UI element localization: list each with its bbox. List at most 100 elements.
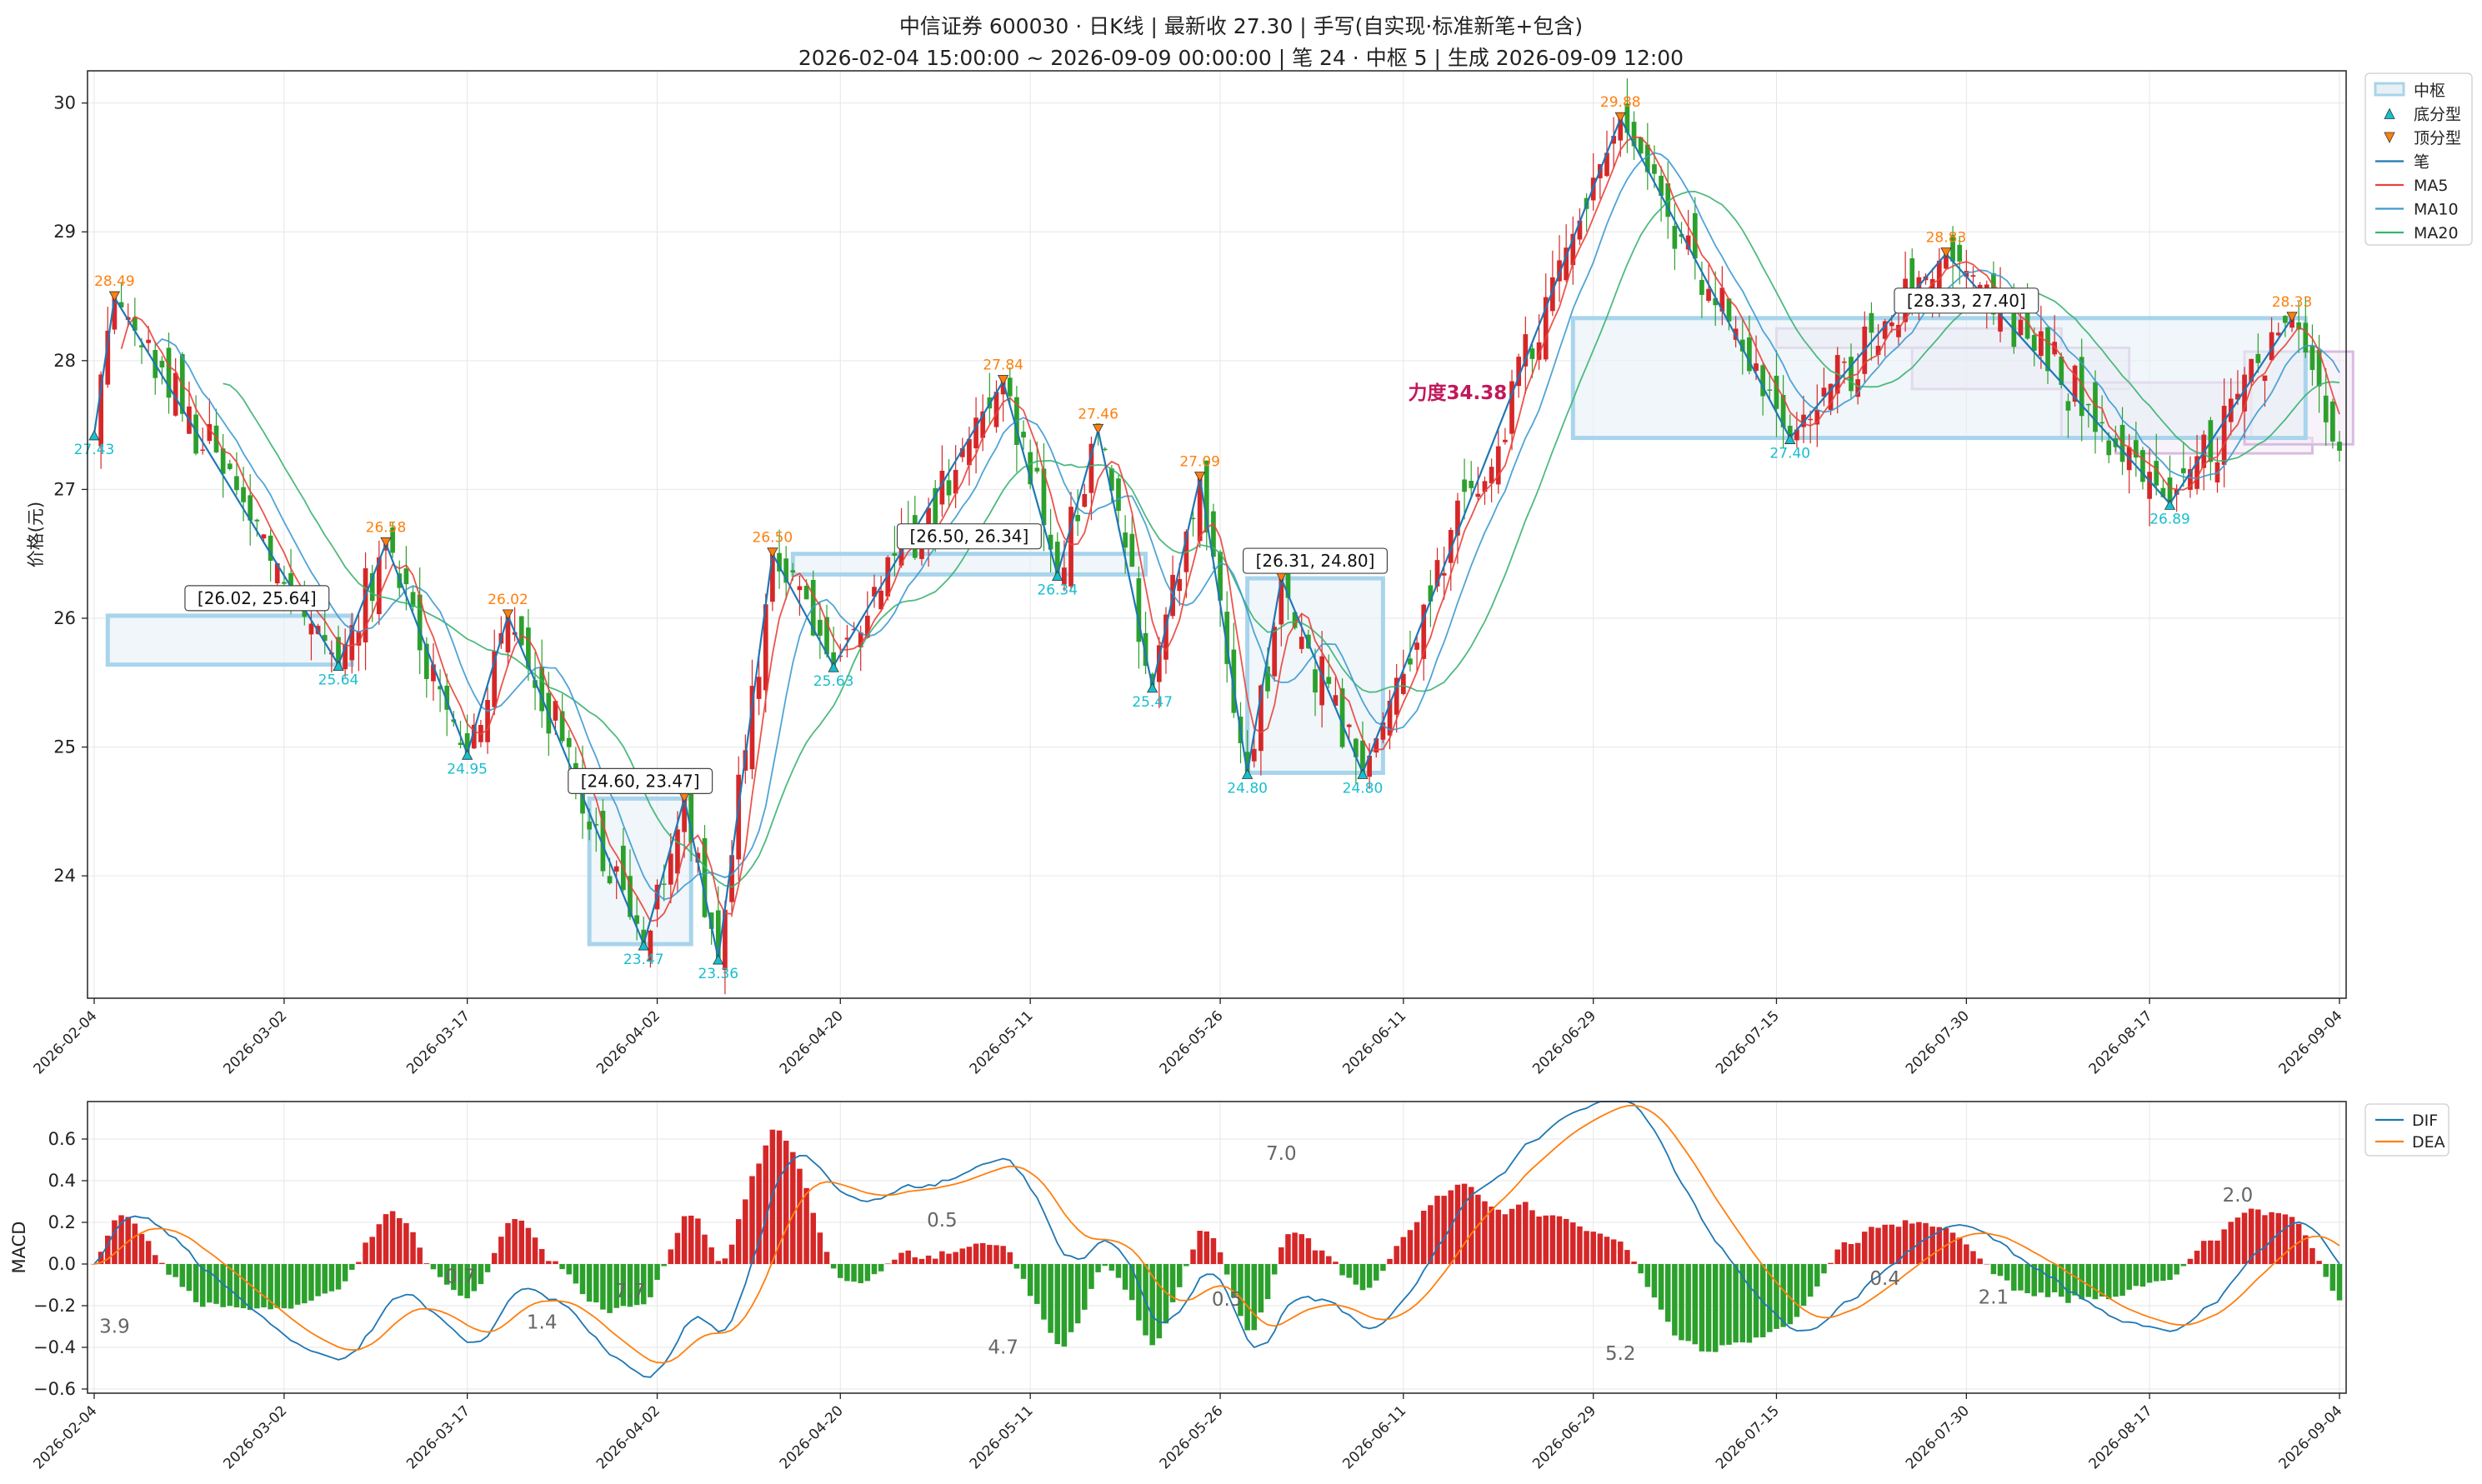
macd-hist-bar [1570, 1222, 1576, 1264]
macd-hist-bar [633, 1264, 640, 1306]
macd-hist-bar [1828, 1262, 1834, 1264]
macd-hist-bar [478, 1264, 484, 1285]
macd-hist-bar [1387, 1258, 1393, 1264]
candle-body [1088, 443, 1094, 493]
candle-body [2188, 469, 2193, 490]
macd-hist-bar [138, 1233, 145, 1264]
candle-body [1970, 275, 1976, 277]
macd-hist-bar [1692, 1264, 1699, 1345]
ma5-line [120, 136, 2340, 922]
candle-body [376, 557, 382, 615]
macd-hist-bar [2011, 1264, 2017, 1291]
candle-body [492, 651, 498, 707]
candle-body [1475, 493, 1481, 497]
legend-label: MA10 [2414, 201, 2459, 219]
candle-body [1279, 578, 1284, 625]
macd-hist-bar [1841, 1242, 1848, 1264]
price-xtick-label: 2026-07-30 [1903, 1007, 1973, 1077]
macd-hist-bar [240, 1264, 247, 1309]
candle-body [2289, 317, 2294, 328]
candle-body [2011, 292, 2017, 347]
macd-ytick-label: −0.2 [33, 1296, 76, 1316]
macd-hist-bar [1977, 1258, 1983, 1264]
macd-hist-bar [593, 1264, 599, 1303]
macd-hist-bar [2126, 1264, 2132, 1290]
macd-hist-bar [2113, 1264, 2119, 1297]
candle-body [2180, 468, 2186, 473]
candle-body [967, 438, 972, 466]
macd-hist-bar [892, 1259, 898, 1264]
candle-body [1889, 322, 1894, 327]
macd-hist-bar [1183, 1264, 1189, 1267]
macd-hist-bar [1746, 1264, 1753, 1343]
macd-hist-bar [797, 1168, 803, 1264]
candle-body [872, 587, 877, 597]
force-label: 力度34.38 [1409, 382, 1508, 404]
macd-hist-bar [979, 1242, 986, 1264]
macd-hist-bar [1889, 1224, 1895, 1264]
macd-hist-bar [2323, 1264, 2329, 1277]
macd-hist-bar [2316, 1261, 2322, 1264]
bottom-fractal-marker [638, 940, 649, 951]
macd-hist-bar [946, 1253, 952, 1264]
macd-hist-bar [871, 1264, 878, 1275]
bottom-fractal-label: 26.34 [1037, 582, 1078, 598]
macd-hist-bar [145, 1241, 152, 1264]
macd-hist-bar [1726, 1264, 1732, 1345]
macd-hist-bar [763, 1145, 769, 1264]
macd-hist-bar [349, 1264, 355, 1270]
macd-hist-bar [1618, 1242, 1624, 1264]
candle-body [1272, 627, 1278, 677]
candle-body [526, 627, 531, 669]
candle-body [105, 330, 111, 385]
candle-body [1034, 467, 1040, 472]
macd-hist-bar [1610, 1239, 1617, 1264]
candle-body [1143, 632, 1148, 667]
candle-body [241, 487, 246, 502]
macd-hist-bar [1882, 1224, 1888, 1264]
macd-hist-bar [993, 1245, 999, 1264]
macd-hist-bar [1108, 1264, 1115, 1271]
macd-hist-bar [389, 1211, 396, 1264]
candle-body [1346, 724, 1352, 727]
candle-body [1333, 695, 1339, 706]
macd-hist-bar [627, 1264, 633, 1307]
macd-hist-bar [1088, 1264, 1094, 1289]
macd-annotation: 4.7 [988, 1337, 1018, 1359]
price-xtick-label: 2026-08-17 [2086, 1007, 2156, 1077]
macd-hist-bar [1984, 1263, 1990, 1265]
macd-hist-bar [674, 1232, 681, 1264]
macd-hist-bar [179, 1264, 186, 1287]
macd-hist-bar [356, 1262, 362, 1264]
macd-grid [88, 1102, 2346, 1393]
macd-hist-bar [1733, 1264, 1739, 1343]
top-fractal-marker [1193, 472, 1206, 482]
candle-body [1021, 432, 1026, 438]
candle-body [1767, 389, 1773, 391]
macd-hist-bar [783, 1140, 789, 1264]
macd-hist-bar [586, 1264, 593, 1302]
candle-body [2045, 327, 2050, 372]
macd-xtick-label: 2026-03-17 [403, 1402, 473, 1472]
macd-hist-bar [1929, 1227, 1935, 1264]
candle-body [1652, 164, 1657, 174]
zhongshu-label: [24.60, 23.47] [581, 771, 700, 791]
price-xtick-label: 2026-04-20 [777, 1007, 847, 1077]
macd-hist-bar [1956, 1237, 1963, 1264]
macd-hist-bar [2275, 1212, 2282, 1264]
macd-hist-bar [1577, 1226, 1583, 1264]
macd-hist-bar [1305, 1238, 1312, 1264]
macd-hist-bar [1169, 1264, 1176, 1302]
candle-body [2269, 332, 2274, 361]
macd-hist-bar [2309, 1247, 2315, 1264]
macd-hist-bar [1604, 1237, 1610, 1264]
candle-body [1570, 233, 1576, 266]
macd-hist-bar [864, 1264, 871, 1282]
macd-hist-bar [498, 1237, 504, 1264]
candle-body [2316, 350, 2322, 387]
macd-hist-bar [823, 1252, 830, 1264]
macd-hist-bar [2038, 1264, 2044, 1293]
top-fractal-label: 27.09 [1179, 453, 1220, 470]
macd-hist-bar [1685, 1264, 1691, 1342]
candle-body [1624, 103, 1630, 133]
